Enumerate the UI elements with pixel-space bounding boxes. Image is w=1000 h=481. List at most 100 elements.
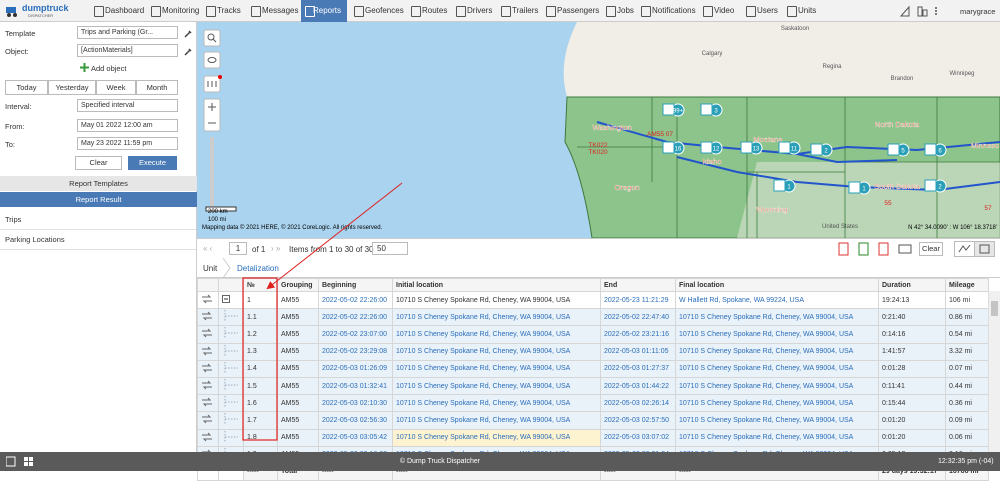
table-cell[interactable]: 10710 S Cheney Spokane Rd, Cheney, WA 99… (676, 326, 879, 343)
interval-select[interactable]: Specified interval (77, 99, 178, 112)
column-header[interactable]: Beginning (319, 279, 393, 292)
table-cell[interactable]: 2022-05-02 23:21:16 (601, 326, 676, 343)
nav-item[interactable]: Routes (410, 0, 447, 22)
table-cell[interactable]: 2022-05-23 11:21:29 (601, 292, 676, 309)
table-cell[interactable]: 10710 S Cheney Spokane Rd, Cheney, WA 99… (393, 412, 601, 429)
table-cell[interactable]: 10710 S Cheney Spokane Rd, Cheney, WA 99… (676, 395, 879, 412)
table-row[interactable]: 1.4AM552022-05-03 01:26:0910710 S Cheney… (198, 360, 989, 377)
result-item[interactable]: Parking Locations (0, 230, 196, 250)
column-header[interactable]: End (601, 279, 676, 292)
table-cell[interactable]: 2022-05-03 02:57:50 (601, 412, 676, 429)
period-tab[interactable]: Today (5, 80, 48, 95)
column-header[interactable]: Final location (676, 279, 879, 292)
period-tab[interactable]: Week (96, 80, 136, 95)
nav-item[interactable]: Users (745, 0, 778, 22)
scroll-thumb[interactable] (991, 301, 998, 316)
nav-item[interactable]: Monitoring (150, 0, 199, 22)
table-cell[interactable]: 2022-05-02 23:29:08 (319, 343, 393, 360)
wrench-icons[interactable] (183, 29, 193, 57)
nav-item[interactable]: Notifications (640, 0, 696, 22)
nav-item[interactable]: Messages (250, 0, 298, 22)
table-cell[interactable]: 10710 S Cheney Spokane Rd, Cheney, WA 99… (393, 292, 601, 309)
table-cell[interactable]: 2022-05-03 01:44:22 (601, 377, 676, 394)
logo[interactable]: dumptruck DISPATCHER (6, 2, 78, 20)
nav-item[interactable]: Geofences (353, 0, 404, 22)
table-cell[interactable]: 10710 S Cheney Spokane Rd, Cheney, WA 99… (393, 343, 601, 360)
table-cell[interactable]: 2022-05-02 23:07:00 (319, 326, 393, 343)
report-templates-tab[interactable]: Report Templates (0, 176, 197, 191)
table-row[interactable]: 1.3AM552022-05-02 23:29:0810710 S Cheney… (198, 343, 989, 360)
table-row[interactable]: 1.5AM552022-05-03 01:32:4110710 S Cheney… (198, 377, 989, 394)
page-size-select[interactable]: 50 (372, 242, 408, 255)
to-input[interactable]: May 23 2022 11:59 pm (77, 137, 178, 150)
scrollbar[interactable] (988, 291, 1000, 452)
period-tab[interactable]: Yesterday (48, 80, 96, 95)
add-object[interactable]: Add object (91, 64, 126, 73)
pager-prev[interactable]: « ‹ (203, 244, 212, 253)
table-cell[interactable]: 2022-05-03 02:26:14 (601, 395, 676, 412)
table-cell[interactable]: 10710 S Cheney Spokane Rd, Cheney, WA 99… (676, 309, 879, 326)
table-cell[interactable]: 10710 S Cheney Spokane Rd, Cheney, WA 99… (393, 395, 601, 412)
column-header[interactable]: Duration (879, 279, 946, 292)
nav-item[interactable]: Tracks (205, 0, 241, 22)
table-row[interactable]: 1.1AM552022-05-02 22:26:0010710 S Cheney… (198, 309, 989, 326)
nav-item[interactable]: Trailers (500, 0, 538, 22)
from-input[interactable]: May 01 2022 12:00 am (77, 119, 178, 132)
table-cell[interactable]: 10710 S Cheney Spokane Rd, Cheney, WA 99… (393, 360, 601, 377)
nav-item[interactable]: Jobs (605, 0, 634, 22)
table-cell[interactable]: 2022-05-02 22:26:00 (319, 309, 393, 326)
table-cell[interactable]: W Hallett Rd, Spokane, WA 99224, USA (676, 292, 879, 309)
table-cell[interactable]: 2022-05-03 01:26:09 (319, 360, 393, 377)
excel-export[interactable] (859, 243, 868, 255)
page-input[interactable]: 1 (229, 242, 247, 255)
pdf-export[interactable] (839, 243, 848, 255)
table-cell[interactable]: 2022-05-03 02:10:30 (319, 395, 393, 412)
table-row[interactable]: 1.8AM552022-05-03 03:05:4210710 S Cheney… (198, 429, 989, 446)
object-select[interactable]: [ActionMaterials] (77, 44, 178, 57)
table-cell[interactable]: 2022-05-03 01:11:05 (601, 343, 676, 360)
column-header[interactable]: Mileage (946, 279, 989, 292)
table-cell[interactable]: 10710 S Cheney Spokane Rd, Cheney, WA 99… (393, 309, 601, 326)
eye-control[interactable] (204, 52, 220, 68)
table-cell[interactable]: 2022-05-02 22:26:00 (319, 292, 393, 309)
table-row[interactable]: 1.2AM552022-05-02 23:07:0010710 S Cheney… (198, 326, 989, 343)
execute-button[interactable]: Execute (128, 156, 177, 170)
clear-button[interactable]: Clear (75, 156, 122, 170)
table-cell[interactable]: 10710 S Cheney Spokane Rd, Cheney, WA 99… (393, 429, 601, 446)
user-name[interactable]: marygrace (960, 7, 995, 16)
column-header[interactable]: Grouping (278, 279, 319, 292)
nav-item[interactable]: Dashboard (93, 0, 144, 22)
breadcrumb-detalization[interactable]: Detalization (237, 264, 279, 273)
nav-item[interactable]: Video (702, 0, 734, 22)
table-cell[interactable]: 2022-05-03 01:27:37 (601, 360, 676, 377)
nav-item[interactable]: Drivers (455, 0, 492, 22)
period-tab[interactable]: Month (136, 80, 178, 95)
table-cell[interactable]: 2022-05-03 01:32:41 (319, 377, 393, 394)
print[interactable] (899, 245, 911, 253)
table-view[interactable] (975, 242, 995, 257)
table-cell[interactable]: 2022-05-03 03:07:02 (601, 429, 676, 446)
table-cell[interactable]: 2022-05-03 02:56:30 (319, 412, 393, 429)
clear-result-button[interactable]: Clear (919, 242, 943, 256)
table-cell[interactable]: 10710 S Cheney Spokane Rd, Cheney, WA 99… (676, 429, 879, 446)
table-cell[interactable]: 10710 S Cheney Spokane Rd, Cheney, WA 99… (676, 377, 879, 394)
column-header[interactable]: № (244, 279, 278, 292)
table-cell[interactable]: 10710 S Cheney Spokane Rd, Cheney, WA 99… (676, 360, 879, 377)
expand-toggle[interactable] (219, 292, 244, 309)
breadcrumb-unit[interactable]: Unit (203, 264, 217, 273)
html-export[interactable] (879, 243, 888, 255)
template-select[interactable]: Trips and Parking (Gr... (77, 26, 178, 39)
nav-item[interactable]: Reports (301, 0, 347, 22)
table-cell[interactable]: 10710 S Cheney Spokane Rd, Cheney, WA 99… (393, 377, 601, 394)
table-cell[interactable]: 10710 S Cheney Spokane Rd, Cheney, WA 99… (676, 412, 879, 429)
table-cell[interactable]: 2022-05-03 03:05:42 (319, 429, 393, 446)
result-item[interactable]: Trips (0, 210, 196, 230)
pager-next[interactable]: › » (271, 244, 280, 253)
table-cell[interactable]: 10710 S Cheney Spokane Rd, Cheney, WA 99… (393, 326, 601, 343)
nav-item[interactable]: Units (786, 0, 816, 22)
table-row[interactable]: 1.7AM552022-05-03 02:56:3010710 S Cheney… (198, 412, 989, 429)
search-control[interactable] (204, 30, 220, 46)
map-view[interactable] (955, 242, 975, 257)
table-cell[interactable]: 10710 S Cheney Spokane Rd, Cheney, WA 99… (676, 343, 879, 360)
column-header[interactable]: Initial location (393, 279, 601, 292)
